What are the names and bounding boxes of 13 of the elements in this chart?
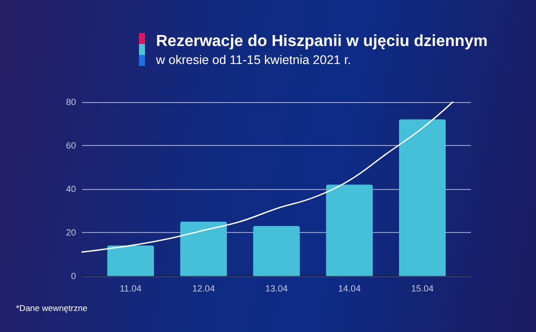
y-tick-label: 20 (66, 228, 76, 238)
y-tick-label: 0 (70, 271, 76, 281)
text: *Dane wewnętrzne (16, 303, 88, 313)
x-tick-label: 15.04 (411, 284, 434, 294)
x-tick-label: 11.04 (120, 284, 142, 294)
x-tick-label: 14.04 (338, 284, 361, 294)
y-tick-label: 40 (66, 184, 76, 194)
y-tick-label: 60 (66, 140, 76, 150)
x-tick-label: 13.04 (265, 284, 288, 294)
x-tick-label: 12.04 (192, 284, 215, 294)
y-tick-label: 80 (66, 97, 76, 107)
chart-subtitle: w okresie od 11-15 kwietnia 2021 r. (156, 53, 352, 67)
chart-title: Rezerwacje do Hiszpanii w ujęciu dziennym (156, 33, 488, 51)
